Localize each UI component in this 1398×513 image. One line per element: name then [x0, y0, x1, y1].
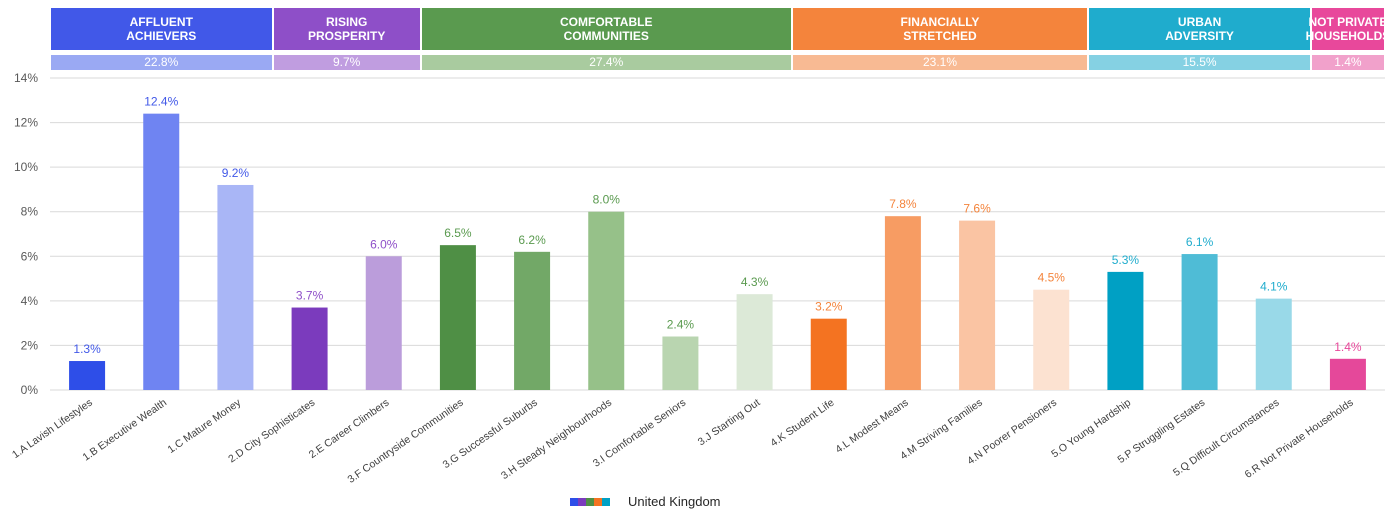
legend-swatch — [570, 498, 578, 506]
value-label: 2.4% — [667, 318, 695, 332]
bar — [291, 307, 328, 390]
bar — [143, 113, 180, 391]
x-tick-label: 1.A Lavish Lifestyles — [10, 397, 95, 461]
x-tick-label: 2.E Career Climbers — [307, 397, 392, 461]
y-tick-label: 6% — [21, 249, 39, 263]
bar — [736, 294, 773, 390]
value-label: 4.1% — [1260, 280, 1288, 294]
legend-swatch — [602, 498, 610, 506]
bar — [217, 184, 254, 390]
bar — [1255, 298, 1292, 390]
bar — [810, 318, 847, 390]
group-header: AFFLUENT ACHIEVERS — [51, 8, 272, 50]
y-tick-label: 10% — [14, 160, 38, 174]
value-label: 9.2% — [222, 166, 250, 180]
value-label: 7.6% — [963, 202, 991, 216]
bar — [959, 220, 996, 390]
value-label: 6.1% — [1186, 235, 1214, 249]
x-tick-label: 1.C Mature Money — [166, 396, 244, 456]
value-label: 5.3% — [1112, 253, 1140, 267]
legend-swatch — [594, 498, 602, 506]
bar — [365, 256, 402, 390]
y-tick-label: 12% — [14, 116, 38, 130]
value-label: 6.2% — [518, 233, 546, 247]
value-label: 1.4% — [1334, 340, 1362, 354]
value-label: 3.7% — [296, 289, 324, 303]
value-label: 4.5% — [1038, 271, 1066, 285]
group-header: NOT PRIVATE HOUSEHOLDS — [1306, 8, 1390, 50]
value-label: 12.4% — [144, 95, 178, 109]
y-tick-label: 4% — [21, 294, 39, 308]
legend-label: United Kingdom — [628, 494, 721, 509]
bar — [662, 336, 699, 390]
value-label: 6.0% — [370, 237, 398, 251]
bar — [514, 251, 551, 390]
legend-swatch — [586, 498, 594, 506]
y-tick-label: 2% — [21, 338, 39, 352]
group-share: 22.8% — [51, 55, 272, 70]
x-tick-label: 3.J Starting Out — [696, 397, 763, 449]
legend-swatch — [578, 498, 586, 506]
group-share: 23.1% — [792, 55, 1088, 70]
bar — [1033, 289, 1070, 390]
x-tick-label: 4.L Modest Means — [833, 397, 910, 456]
x-tick-label: 3.F Countryside Communities — [345, 397, 465, 486]
value-label: 6.5% — [444, 226, 472, 240]
bar — [588, 211, 625, 390]
value-label: 3.2% — [815, 300, 843, 314]
bar — [439, 245, 476, 390]
group-header: FINANCIALLY STRETCHED — [792, 8, 1088, 50]
y-tick-label: 14% — [14, 71, 38, 85]
group-header: URBAN ADVERSITY — [1089, 8, 1310, 50]
group-share: 9.7% — [273, 55, 420, 70]
bar — [1181, 254, 1218, 390]
bar — [1329, 358, 1366, 390]
bar — [884, 216, 921, 390]
value-label: 7.8% — [889, 197, 917, 211]
x-tick-label: 4.K Student Life — [768, 397, 836, 450]
value-label: 4.3% — [741, 275, 769, 289]
y-tick-label: 0% — [21, 383, 39, 397]
bar — [1107, 271, 1144, 390]
group-header: COMFORTABLE COMMUNITIES — [421, 8, 791, 50]
group-header: RISING PROSPERITY — [273, 8, 420, 50]
value-label: 1.3% — [73, 342, 101, 356]
bar — [69, 361, 106, 390]
group-share: 27.4% — [421, 55, 791, 70]
group-share: 15.5% — [1089, 55, 1310, 70]
y-tick-label: 8% — [21, 205, 39, 219]
x-tick-label: 5.O Young Hardship — [1049, 397, 1133, 461]
group-share: 1.4% — [1311, 55, 1384, 70]
value-label: 8.0% — [593, 193, 621, 207]
